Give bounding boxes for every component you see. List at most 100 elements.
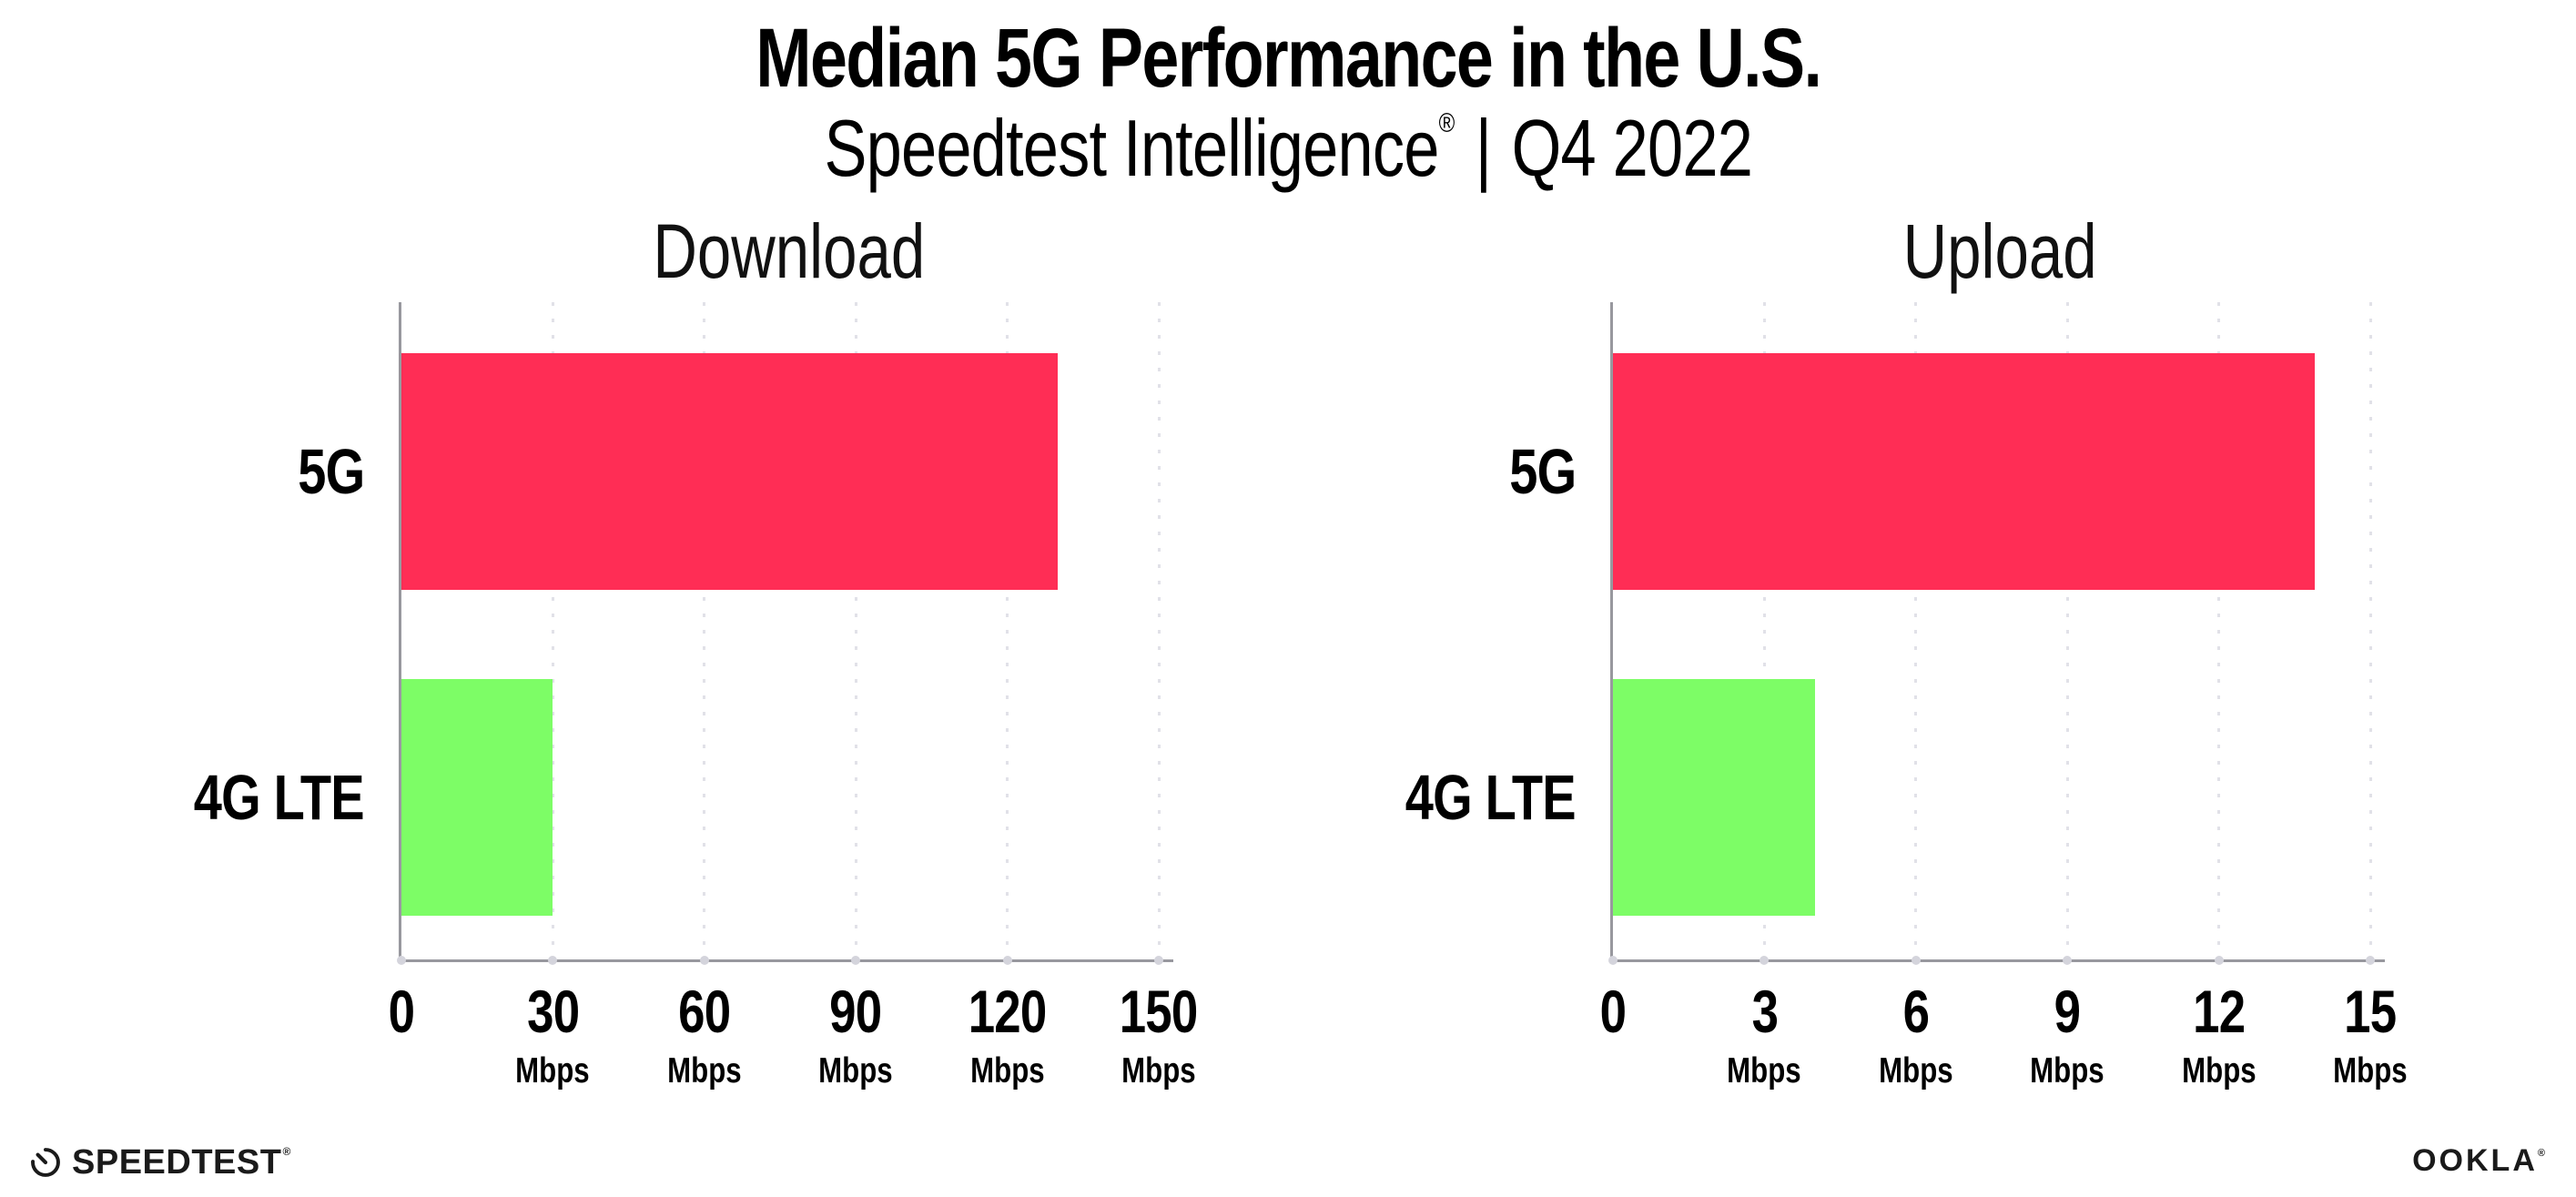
label-text: Mbps xyxy=(667,1051,742,1090)
x-tick-label-30: 30 Mbps xyxy=(443,981,662,1089)
label-text: 12 xyxy=(2193,978,2246,1045)
label-text: Mbps xyxy=(1727,1051,1802,1090)
x-tick-value: 90 xyxy=(746,981,965,1041)
x-tick-value: 9 xyxy=(1958,981,2176,1041)
speedtest-trademark-symbol: ® xyxy=(282,1144,291,1158)
label-text: Mbps xyxy=(1879,1051,1953,1090)
speedtest-logo: SPEEDTEST® xyxy=(29,1141,291,1183)
subtitle-period: Q4 2022 xyxy=(1511,103,1752,193)
label-text: 4G LTE xyxy=(193,762,365,833)
label-text: Mbps xyxy=(2333,1051,2408,1090)
x-tick-label-12: 12 Mbps xyxy=(2110,981,2328,1089)
category-label-4g-lte: 4G LTE xyxy=(1303,762,1577,833)
gridline-9 xyxy=(2065,302,2069,959)
gridline-3 xyxy=(1762,302,1766,959)
speedtest-logo-text: SPEEDTEST® xyxy=(72,1143,291,1182)
x-tick-mark-9 xyxy=(2063,956,2073,965)
y-axis-line xyxy=(1610,302,1613,962)
x-tick-label-60: 60 Mbps xyxy=(595,981,814,1089)
subtitle-separator: | xyxy=(1475,103,1491,193)
x-tick-mark-150 xyxy=(1154,956,1163,965)
x-tick-label-6: 6 Mbps xyxy=(1807,981,2025,1089)
x-tick-label-0: 0 xyxy=(292,981,511,1041)
label-text: Download xyxy=(653,208,925,294)
x-tick-unit: Mbps xyxy=(1050,1053,1268,1089)
gridline-12 xyxy=(2217,302,2221,959)
bar-5g-upload xyxy=(1613,353,2315,590)
ookla-registered-symbol: ® xyxy=(2537,1148,2545,1159)
label-text: 120 xyxy=(968,978,1048,1045)
x-tick-mark-0 xyxy=(397,956,406,965)
gridline-120 xyxy=(1006,302,1009,959)
x-tick-unit: Mbps xyxy=(746,1053,965,1089)
label-text: 4G LTE xyxy=(1405,762,1577,833)
figure-title-text: Median 5G Performance in the U.S. xyxy=(755,12,1822,105)
x-tick-label-120: 120 Mbps xyxy=(898,981,1117,1089)
figure-title: Median 5G Performance in the U.S. xyxy=(0,11,2576,107)
category-label-5g: 5G xyxy=(91,436,365,507)
x-tick-mark-0 xyxy=(1608,956,1618,965)
panel-title-upload: Upload xyxy=(1613,208,2388,296)
x-axis-line xyxy=(399,959,1173,962)
bar-4g-lte-upload xyxy=(1613,679,1815,916)
x-tick-mark-15 xyxy=(2366,956,2375,965)
x-tick-mark-120 xyxy=(1002,956,1012,965)
x-axis-line xyxy=(1610,959,2385,962)
label-text: 5G xyxy=(297,436,365,507)
bar-4g-lte-download xyxy=(401,679,553,916)
label-text: 5G xyxy=(1508,436,1577,507)
x-tick-label-0: 0 xyxy=(1504,981,1722,1041)
y-axis-line xyxy=(399,302,401,962)
x-tick-mark-12 xyxy=(2214,956,2224,965)
x-tick-value: 6 xyxy=(1807,981,2025,1041)
ookla-wordmark: OOKLA xyxy=(2412,1143,2538,1178)
label-text: 3 xyxy=(1751,978,1778,1045)
x-tick-value: 60 xyxy=(595,981,814,1041)
x-tick-value: 12 xyxy=(2110,981,2328,1041)
gridline-30 xyxy=(551,302,554,959)
x-tick-mark-60 xyxy=(699,956,709,965)
x-tick-value: 0 xyxy=(292,981,511,1041)
x-tick-mark-3 xyxy=(1760,956,1770,965)
label-text: 0 xyxy=(388,978,415,1045)
figure-subtitle: Speedtest Intelligence® | Q4 2022 xyxy=(0,102,2576,195)
x-tick-value: 120 xyxy=(898,981,1117,1041)
label-text: Mbps xyxy=(1121,1051,1196,1090)
x-tick-unit: Mbps xyxy=(443,1053,662,1089)
gridline-15 xyxy=(2368,302,2372,959)
speedtest-wordmark: SPEEDTEST xyxy=(72,1142,282,1182)
gridline-90 xyxy=(854,302,857,959)
x-tick-mark-6 xyxy=(1911,956,1921,965)
x-tick-label-150: 150 Mbps xyxy=(1050,981,1268,1089)
x-tick-mark-90 xyxy=(851,956,861,965)
x-tick-unit: Mbps xyxy=(2261,1053,2480,1089)
x-tick-mark-30 xyxy=(548,956,558,965)
label-text: 0 xyxy=(1599,978,1627,1045)
x-tick-value: 3 xyxy=(1655,981,1873,1041)
label-text: 60 xyxy=(678,978,731,1045)
label-text: 6 xyxy=(1902,978,1930,1045)
x-tick-unit: Mbps xyxy=(1958,1053,2176,1089)
x-tick-unit: Mbps xyxy=(2110,1053,2328,1089)
label-text: Upload xyxy=(1903,208,2097,294)
category-label-5g: 5G xyxy=(1303,436,1577,507)
label-text: 90 xyxy=(829,978,883,1045)
label-text: 9 xyxy=(2054,978,2081,1045)
panel-title-download: Download xyxy=(401,208,1176,296)
label-text: Mbps xyxy=(2030,1051,2104,1090)
label-text: Mbps xyxy=(515,1051,591,1090)
gridline-150 xyxy=(1157,302,1161,959)
label-text: Mbps xyxy=(2181,1051,2257,1090)
x-tick-value: 0 xyxy=(1504,981,1722,1041)
label-text: 150 xyxy=(1120,978,1199,1045)
x-tick-value: 150 xyxy=(1050,981,1268,1041)
bar-5g-download xyxy=(401,353,1059,590)
x-tick-label-90: 90 Mbps xyxy=(746,981,965,1089)
gridline-6 xyxy=(1914,302,1918,959)
figure-subtitle-text: Speedtest Intelligence® | Q4 2022 xyxy=(824,102,1752,195)
x-tick-label-3: 3 Mbps xyxy=(1655,981,1873,1089)
x-tick-value: 15 xyxy=(2261,981,2480,1041)
label-text: 30 xyxy=(526,978,580,1045)
